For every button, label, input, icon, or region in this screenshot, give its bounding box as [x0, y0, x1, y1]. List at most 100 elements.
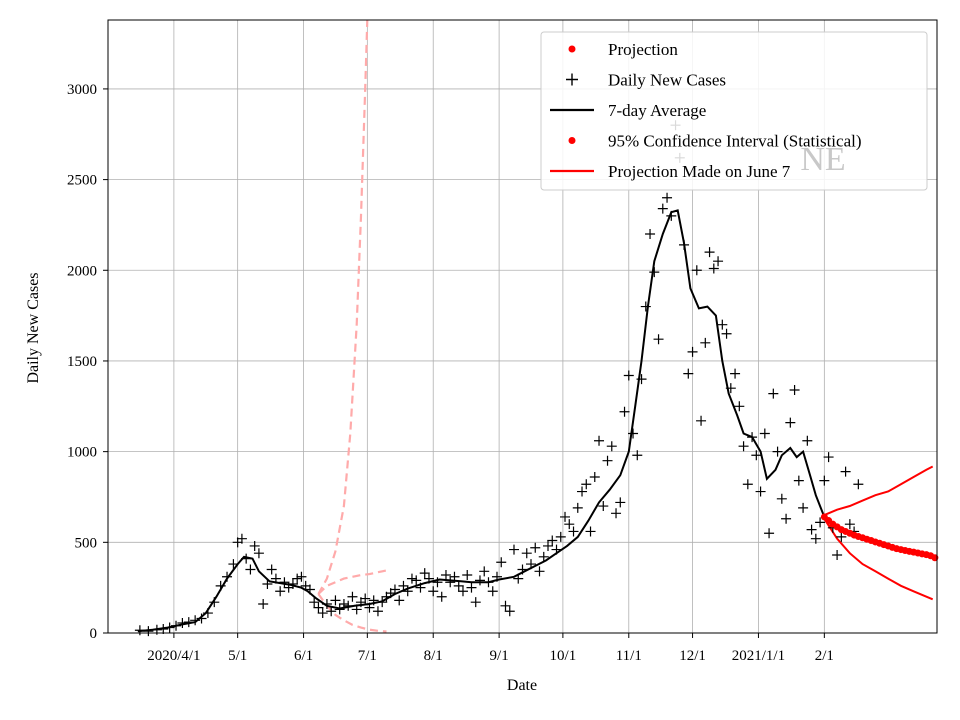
legend-label: Projection — [608, 40, 678, 59]
daily-case-marker — [696, 415, 707, 426]
daily-case-marker — [844, 519, 855, 530]
legend-plus-marker — [566, 73, 578, 86]
daily-case-marker — [594, 435, 605, 446]
daily-case-marker — [768, 388, 779, 399]
daily-case-marker — [713, 256, 724, 267]
daily-case-marker — [389, 584, 400, 595]
legend-label: Daily New Cases — [608, 71, 726, 90]
daily-case-marker — [687, 346, 698, 357]
daily-case-marker — [632, 450, 643, 461]
daily-case-marker — [496, 557, 507, 568]
daily-case-marker — [466, 582, 477, 593]
daily-case-marker — [776, 493, 787, 504]
daily-case-marker — [785, 417, 796, 428]
daily-case-marker — [453, 580, 464, 591]
daily-case-marker — [606, 441, 617, 452]
y-tick-label: 2500 — [67, 173, 97, 189]
projection-june7-series — [317, 19, 387, 633]
x-tick-label: 7/1 — [358, 648, 377, 664]
x-tick-label: 6/1 — [294, 648, 313, 664]
x-tick-label: 2/1 — [815, 648, 834, 664]
daily-case-marker — [394, 595, 405, 606]
daily-case-marker — [619, 406, 630, 417]
plot-area-frame — [107, 19, 938, 634]
daily-case-marker — [806, 524, 817, 535]
daily-case-marker — [470, 597, 481, 608]
daily-case-marker — [738, 441, 749, 452]
daily-case-marker — [611, 508, 622, 519]
daily-case-marker — [572, 502, 583, 513]
daily-case-marker — [598, 501, 609, 512]
y-tick-label: 500 — [75, 535, 98, 551]
daily-case-marker — [602, 455, 613, 466]
daily-case-marker — [764, 528, 775, 539]
daily-case-marker — [487, 586, 498, 597]
legend: Projection Daily New Cases 7-day Average 95… — [540, 31, 928, 191]
daily-case-marker — [372, 606, 383, 617]
y-tick-label: 0 — [90, 626, 98, 642]
daily-case-marker — [398, 580, 409, 591]
daily-case-marker — [564, 519, 575, 530]
daily-case-marker — [292, 573, 303, 584]
daily-case-marker — [457, 586, 468, 597]
daily-case-marker — [815, 517, 826, 528]
june7-projection-mid-line — [317, 569, 387, 595]
daily-case-marker — [568, 526, 579, 537]
x-tick-label: 5/1 — [228, 648, 247, 664]
daily-case-marker — [853, 479, 864, 490]
daily-case-marker — [640, 301, 651, 312]
daily-case-marker — [789, 384, 800, 395]
daily-case-marker — [819, 475, 830, 486]
confidence-upper-line — [823, 465, 934, 517]
projection-series — [820, 513, 939, 562]
daily-case-marker — [521, 548, 532, 559]
legend-label: 95% Confidence Interval (Statistical) — [608, 132, 862, 151]
daily-case-marker — [653, 334, 664, 345]
x-tick-label: 9/1 — [490, 648, 509, 664]
daily-case-marker — [317, 608, 328, 619]
daily-case-marker — [581, 479, 592, 490]
legend-dot-marker — [568, 137, 576, 144]
daily-case-marker — [555, 531, 566, 542]
daily-case-marker — [406, 573, 417, 584]
daily-case-marker — [589, 472, 600, 483]
axis-ticks: 2020/4/1 5/1 6/1 7/1 8/1 9/1 10/1 11/1 12/1 2021/… — [67, 82, 834, 664]
daily-case-marker — [266, 564, 277, 575]
daily-case-marker — [623, 370, 634, 381]
daily-case-marker — [755, 486, 766, 497]
x-tick-label: 11/1 — [616, 648, 642, 664]
daily-case-marker — [432, 577, 443, 588]
daily-case-marker — [474, 575, 485, 586]
legend-label: 7-day Average — [608, 101, 706, 120]
daily-case-marker — [326, 606, 337, 617]
daily-case-marker — [730, 368, 741, 379]
daily-case-marker — [530, 542, 541, 553]
daily-case-marker — [802, 435, 813, 446]
daily-case-marker — [538, 551, 549, 562]
daily-case-marker — [759, 428, 770, 439]
daily-case-marker — [347, 591, 358, 602]
daily-case-marker — [428, 586, 439, 597]
daily-case-marker — [547, 535, 558, 546]
y-tick-label: 1000 — [67, 445, 97, 461]
daily-case-marker — [296, 571, 307, 582]
y-tick-label: 3000 — [67, 82, 97, 98]
daily-case-marker — [781, 513, 792, 524]
watermark: NE — [800, 141, 845, 178]
daily-case-marker — [840, 466, 851, 477]
daily-case-marker — [649, 267, 660, 278]
daily-case-marker — [717, 319, 728, 330]
june7-projection-upper-line — [317, 19, 369, 595]
daily-case-marker — [534, 566, 545, 577]
daily-case-marker — [411, 575, 422, 586]
daily-case-marker — [445, 577, 456, 588]
seven-day-average-series — [137, 209, 826, 633]
daily-case-marker — [360, 593, 371, 604]
y-tick-label: 1500 — [67, 354, 97, 370]
daily-case-marker — [440, 569, 451, 580]
legend-box — [540, 31, 928, 191]
daily-case-marker — [793, 475, 804, 486]
daily-case-marker — [810, 533, 821, 544]
daily-case-marker — [832, 550, 843, 561]
x-tick-label: 12/1 — [679, 648, 706, 664]
